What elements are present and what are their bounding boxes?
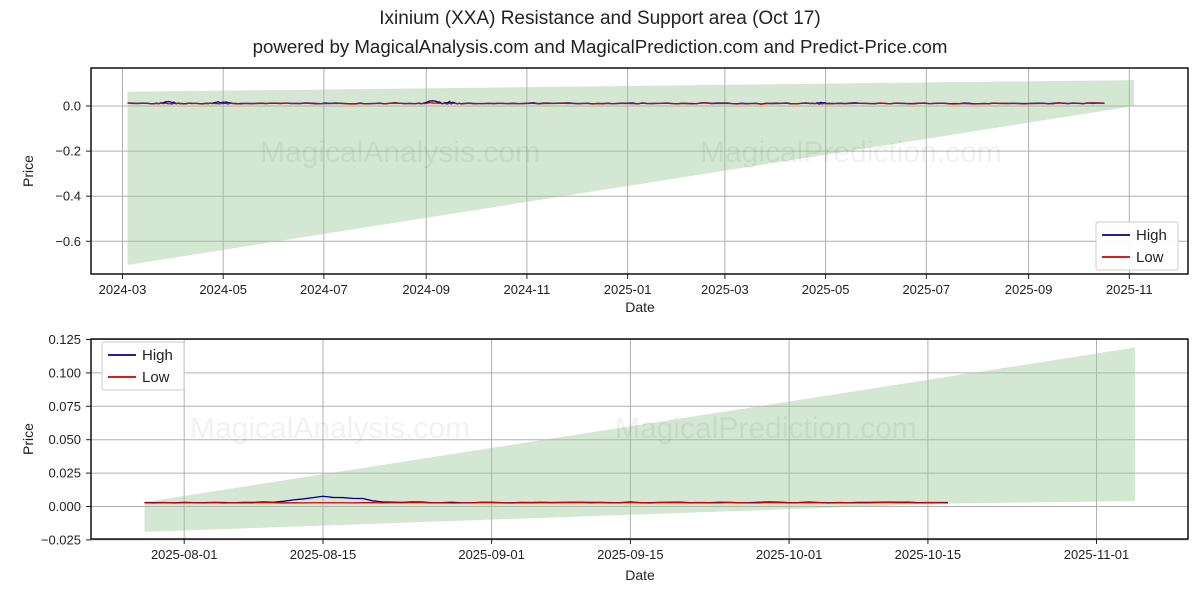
svg-text:−0.025: −0.025 (41, 532, 81, 547)
svg-text:Date: Date (625, 299, 655, 315)
svg-text:2025-09: 2025-09 (1005, 282, 1053, 297)
svg-text:0.025: 0.025 (48, 466, 81, 481)
svg-text:2024-05: 2024-05 (199, 282, 247, 297)
svg-text:MagicalPrediction.com: MagicalPrediction.com (615, 412, 917, 445)
svg-text:Date: Date (625, 567, 655, 583)
svg-text:2025-07: 2025-07 (902, 282, 950, 297)
svg-text:2025-10-15: 2025-10-15 (895, 547, 962, 562)
svg-text:2025-08-15: 2025-08-15 (290, 547, 357, 562)
svg-text:2024-11: 2024-11 (504, 282, 551, 297)
svg-text:−0.2: −0.2 (55, 144, 81, 159)
svg-text:High: High (1136, 227, 1167, 244)
svg-text:−0.4: −0.4 (55, 189, 81, 204)
svg-text:MagicalAnalysis.com: MagicalAnalysis.com (190, 412, 470, 445)
svg-text:2024-03: 2024-03 (99, 282, 147, 297)
svg-text:0.100: 0.100 (48, 365, 81, 380)
svg-text:0.0: 0.0 (63, 99, 81, 114)
svg-text:MagicalPrediction.com: MagicalPrediction.com (700, 136, 1002, 169)
svg-text:2025-08-01: 2025-08-01 (151, 547, 218, 562)
svg-text:2025-09-01: 2025-09-01 (458, 547, 525, 562)
svg-text:2025-11-01: 2025-11-01 (1064, 547, 1130, 562)
svg-text:Price: Price (20, 423, 36, 455)
svg-text:2025-01: 2025-01 (604, 282, 652, 297)
svg-text:0.000: 0.000 (48, 499, 81, 514)
svg-text:−0.6: −0.6 (55, 234, 81, 249)
svg-text:0.075: 0.075 (48, 399, 81, 414)
svg-text:High: High (142, 347, 173, 364)
svg-text:2025-05: 2025-05 (802, 282, 850, 297)
svg-text:Low: Low (1136, 249, 1164, 266)
svg-text:2024-09: 2024-09 (402, 282, 450, 297)
svg-text:2025-03: 2025-03 (701, 282, 749, 297)
svg-text:2025-10-01: 2025-10-01 (756, 547, 823, 562)
svg-text:2025-11: 2025-11 (1106, 282, 1153, 297)
svg-text:Low: Low (142, 369, 170, 386)
svg-text:Price: Price (20, 155, 36, 187)
svg-text:0.125: 0.125 (48, 332, 81, 347)
svg-text:2024-07: 2024-07 (300, 282, 348, 297)
svg-text:MagicalAnalysis.com: MagicalAnalysis.com (260, 136, 540, 169)
svg-text:2025-09-15: 2025-09-15 (597, 547, 664, 562)
svg-text:0.050: 0.050 (48, 432, 81, 447)
